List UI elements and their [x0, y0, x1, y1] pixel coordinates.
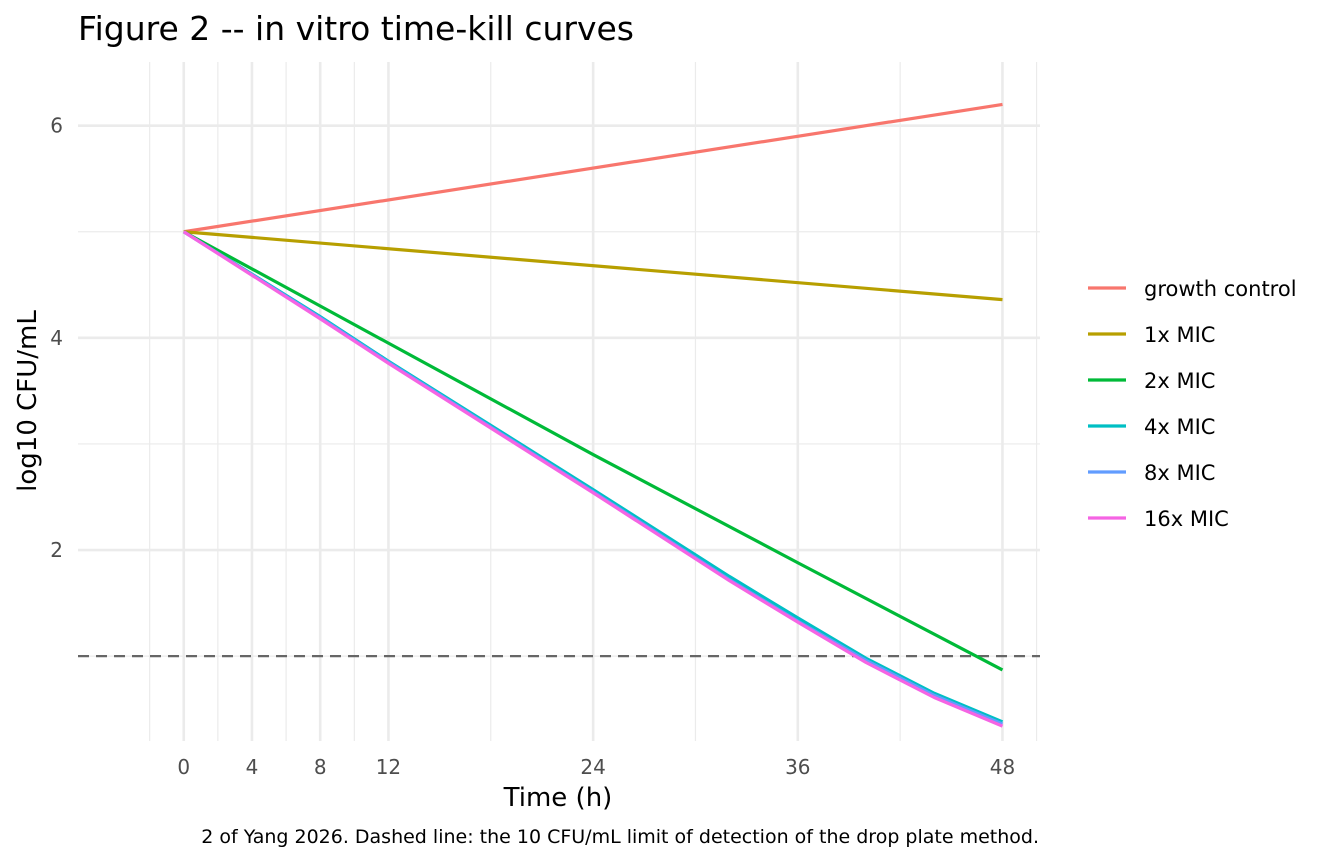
y-axis-title: log10 CFU/mL — [13, 310, 43, 492]
legend-label: 16x MIC — [1144, 507, 1229, 531]
major-gridlines — [78, 62, 1040, 741]
x-tick-label: 12 — [376, 755, 401, 779]
x-tick-label: 36 — [785, 755, 810, 779]
series-line — [182, 230, 1004, 728]
figure-caption: 2 of Yang 2026. Dashed line: the 10 CFU/… — [201, 826, 1039, 848]
x-tick-label: 4 — [246, 755, 259, 779]
x-tick-label: 0 — [177, 755, 190, 779]
y-tick-label: 6 — [50, 114, 63, 138]
series-line — [183, 230, 1003, 302]
legend: growth control 1x MIC 2x MIC 4x MIC 8x MIC 16… — [1088, 277, 1297, 531]
y-tick-label: 4 — [50, 326, 63, 350]
x-axis-tick-labels: 0 4 8 12 24 36 48 — [177, 755, 1015, 779]
chart-title: Figure 2 -- in vitro time-kill curves — [78, 9, 634, 48]
legend-label: 4x MIC — [1144, 415, 1215, 439]
x-axis-title: Time (h) — [503, 783, 613, 813]
series-lines — [182, 102, 1004, 728]
y-tick-label: 2 — [50, 538, 63, 562]
x-tick-label: 8 — [314, 755, 327, 779]
y-axis-tick-labels: 2 4 6 — [50, 114, 63, 562]
legend-label: 8x MIC — [1144, 461, 1215, 485]
legend-label: 1x MIC — [1144, 323, 1215, 347]
x-tick-label: 24 — [580, 755, 605, 779]
series-line — [183, 102, 1003, 234]
legend-label: 2x MIC — [1144, 369, 1215, 393]
legend-label: growth control — [1144, 277, 1297, 301]
minor-gridlines — [78, 62, 1040, 741]
x-tick-label: 48 — [990, 755, 1015, 779]
series-line — [182, 230, 1004, 672]
